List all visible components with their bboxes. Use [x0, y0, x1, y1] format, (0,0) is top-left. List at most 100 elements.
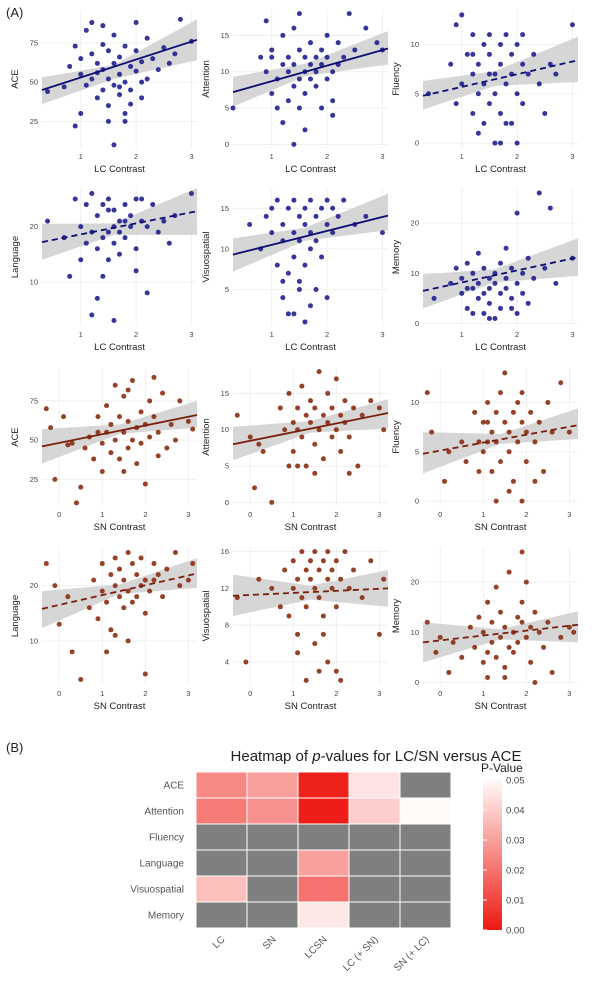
data-point	[475, 130, 481, 136]
data-point	[269, 47, 275, 53]
data-point	[346, 470, 352, 476]
data-point	[61, 84, 67, 90]
data-point	[105, 207, 111, 213]
y-tick-label: 10	[221, 425, 229, 434]
data-point	[302, 205, 308, 211]
data-point	[94, 60, 100, 66]
data-point	[498, 111, 503, 116]
data-point	[324, 76, 330, 82]
y-axis-label: Attention	[201, 418, 212, 456]
x-tick-label: 0	[57, 510, 61, 519]
x-axis-label: LC Contrast	[94, 342, 145, 353]
data-point	[453, 265, 459, 271]
data-point	[128, 87, 134, 93]
data-point	[277, 604, 283, 610]
data-point	[502, 419, 508, 425]
heatmap-title: Heatmap of p-values for LC/SN versus ACE	[231, 748, 522, 765]
data-point	[520, 270, 526, 276]
data-point	[489, 429, 495, 435]
y-tick-label: 0	[415, 139, 419, 148]
x-tick-label: 0	[438, 510, 442, 519]
data-point	[335, 40, 341, 46]
scatter-panel-sn-language: 0 1 2 3 10 20 SN Contrast Language	[10, 547, 198, 712]
scatter-panel-lc-memory: 1 2 3 0 10 20 LC Contrast Memory	[391, 188, 579, 353]
data-point	[506, 429, 512, 435]
data-point	[105, 48, 111, 54]
confidence-band	[233, 31, 388, 107]
x-tick-label: 2	[143, 689, 147, 698]
x-tick-label: 2	[515, 152, 519, 161]
data-point	[78, 56, 84, 62]
y-axis-label: ACE	[10, 427, 21, 447]
data-point	[117, 218, 122, 224]
data-point	[121, 605, 127, 611]
data-point	[569, 22, 575, 28]
data-point	[155, 67, 161, 73]
heatmap-cell	[195, 823, 248, 851]
data-point	[296, 213, 302, 219]
data-point	[363, 213, 369, 219]
data-point	[296, 238, 302, 244]
data-point	[65, 594, 71, 600]
data-point	[320, 558, 326, 564]
panel-label-b: (B)	[6, 740, 23, 755]
data-point	[515, 639, 521, 645]
fit-line	[422, 256, 579, 292]
data-point	[459, 275, 465, 281]
data-point	[94, 295, 100, 301]
data-point	[493, 654, 499, 660]
data-point	[45, 218, 51, 224]
data-point	[117, 594, 122, 600]
data-point	[144, 35, 150, 41]
heatmap-column-label: LC (+ SN)	[341, 934, 380, 973]
data-point	[111, 207, 117, 213]
data-point	[329, 585, 335, 591]
y-axis-label: Fluency	[391, 62, 402, 96]
data-point	[296, 76, 302, 82]
x-axis-label: LC Contrast	[285, 342, 336, 353]
data-point	[67, 63, 73, 69]
data-point	[104, 599, 110, 605]
data-point	[381, 427, 387, 433]
heatmap-row-label: Attention	[145, 807, 184, 818]
data-point	[448, 61, 454, 67]
data-point	[117, 251, 122, 257]
data-point	[274, 105, 280, 111]
x-tick-label: 1	[291, 510, 295, 519]
data-point	[470, 51, 476, 57]
data-point	[324, 32, 330, 38]
data-point	[129, 599, 135, 605]
data-point	[316, 595, 322, 601]
x-tick-label: 1	[100, 689, 104, 698]
data-point	[111, 82, 117, 88]
data-point	[459, 12, 465, 18]
data-point	[492, 280, 498, 286]
data-point	[112, 583, 118, 589]
data-point	[338, 576, 344, 582]
data-point	[295, 576, 301, 582]
data-point	[308, 576, 313, 582]
data-point	[67, 273, 73, 279]
confidence-band	[423, 238, 578, 309]
data-point	[83, 202, 89, 208]
data-point	[312, 585, 318, 591]
y-tick-label: 20	[30, 581, 38, 590]
data-point	[151, 374, 157, 380]
data-point	[525, 300, 531, 306]
confidence-band	[233, 570, 388, 616]
data-point	[324, 222, 330, 228]
data-point	[481, 290, 487, 296]
heatmap-cell	[399, 797, 452, 825]
data-point	[142, 671, 148, 677]
heatmap-title-prefix: Heatmap of	[231, 748, 313, 765]
data-point	[139, 79, 145, 85]
fit-line	[232, 412, 389, 446]
data-point	[463, 459, 469, 465]
data-point	[519, 498, 525, 504]
data-point	[160, 390, 166, 396]
y-axis-label: Language	[10, 236, 21, 278]
legend-tick-label: 0.04	[506, 806, 525, 817]
data-point	[330, 112, 336, 118]
data-point	[247, 222, 253, 228]
data-point	[519, 619, 525, 625]
